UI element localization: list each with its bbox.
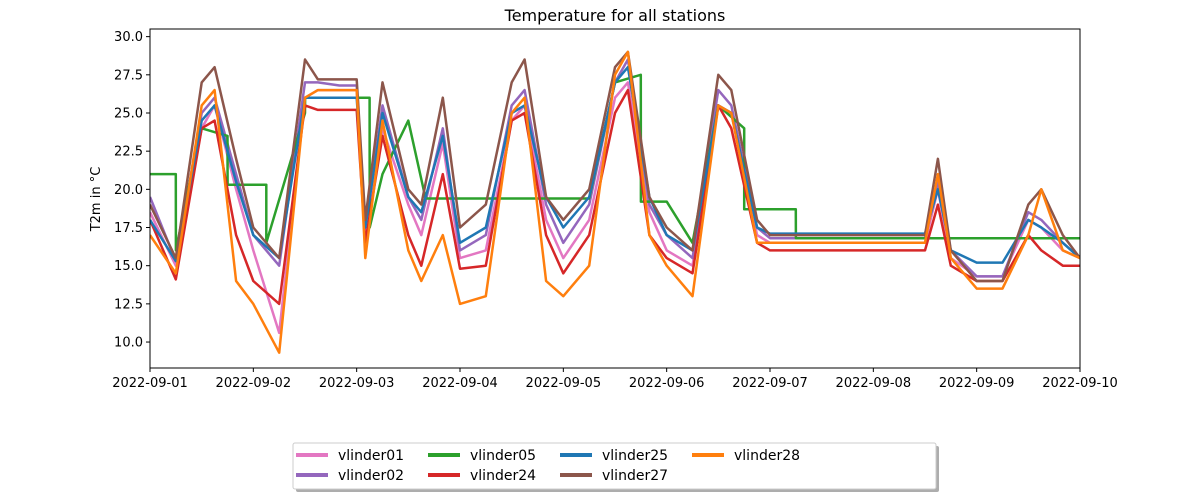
plot-area xyxy=(150,50,1080,354)
x-tick-label: 2022-09-03 xyxy=(319,376,395,391)
y-tick-label: 30.0 xyxy=(114,30,143,45)
x-tick-label: 2022-09-08 xyxy=(836,376,912,391)
y-tick-label: 25.0 xyxy=(114,106,143,121)
y-axis: 10.0 12.5 15.0 17.5 20.0 22.5 25.0 27.5 30.0 xyxy=(114,30,150,351)
chart-title: Temperature for all stations xyxy=(504,6,726,25)
legend-label-vlinder02: vlinder02 xyxy=(338,468,404,484)
x-tick-label: 2022-09-06 xyxy=(629,376,705,391)
legend-label-vlinder01: vlinder01 xyxy=(338,448,404,464)
legend-label-vlinder24: vlinder24 xyxy=(470,468,536,484)
x-tick-label: 2022-09-01 xyxy=(112,376,188,391)
y-tick-label: 15.0 xyxy=(114,259,143,274)
y-tick-label: 17.5 xyxy=(114,221,143,236)
legend-label-vlinder25: vlinder25 xyxy=(602,448,668,464)
series-line-vlinder27 xyxy=(150,50,1080,283)
y-tick-label: 10.0 xyxy=(114,336,143,351)
legend-label-vlinder28: vlinder28 xyxy=(734,448,800,464)
y-tick-label: 20.0 xyxy=(114,183,143,198)
legend-label-vlinder27: vlinder27 xyxy=(602,468,668,484)
x-tick-label: 2022-09-02 xyxy=(216,376,292,391)
series-line-vlinder28 xyxy=(150,50,1080,354)
y-tick-label: 27.5 xyxy=(114,68,143,83)
y-tick-label: 12.5 xyxy=(114,297,143,312)
legend-label-vlinder05: vlinder05 xyxy=(470,448,536,464)
x-tick-label: 2022-09-07 xyxy=(732,376,808,391)
y-axis-label: T2m in °C xyxy=(89,167,104,233)
y-tick-label: 22.5 xyxy=(114,145,143,160)
plot-frame xyxy=(149,28,1081,369)
x-tick-label: 2022-09-10 xyxy=(1042,376,1118,391)
legend: vlinder01 vlinder02 vlinder05 vlinder24 vlin… xyxy=(292,442,939,492)
x-tick-label: 2022-09-04 xyxy=(422,376,498,391)
x-axis: 2022-09-01 2022-09-02 2022-09-03 2022-09-04… xyxy=(112,368,1118,391)
x-tick-label: 2022-09-09 xyxy=(939,376,1015,391)
x-tick-label: 2022-09-05 xyxy=(526,376,602,391)
